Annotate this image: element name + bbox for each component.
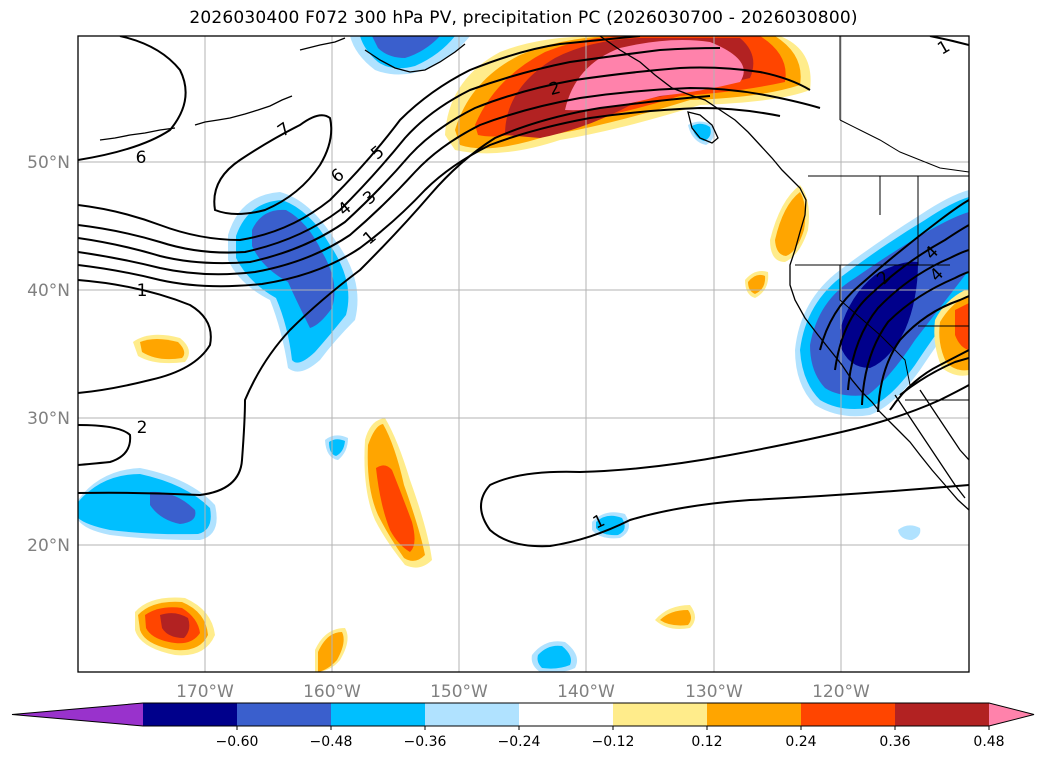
colorbar-box: [613, 703, 708, 726]
colorbar-box: [143, 703, 238, 726]
contour-label-2-north: 2: [547, 78, 563, 100]
contour-label-2-west: 2: [137, 418, 148, 438]
colorbar-tick-label: −0.12: [592, 734, 635, 750]
lat-label-20: 20°N: [27, 536, 70, 556]
lat-label-30: 30°N: [27, 409, 70, 429]
colorbar-box: [519, 703, 614, 726]
colorbar-box: [895, 703, 990, 726]
colorbar-extend-high: [989, 703, 1034, 726]
colorbar-tick-label: −0.48: [310, 734, 353, 750]
contour-label-1-west: 1: [137, 281, 148, 301]
colorbar-tick-label: 0.24: [785, 734, 816, 750]
colorbar-tick-label: −0.60: [216, 734, 259, 750]
colorbar-box: [707, 703, 802, 726]
lon-label-120w: 120°W: [812, 682, 870, 702]
colorbar: −0.60 −0.48 −0.36 −0.24 −0.12 0.12 0.24 0.36 0.4…: [11, 702, 1035, 750]
lon-label-160w: 160°W: [303, 682, 361, 702]
lat-label-40: 40°N: [27, 281, 70, 301]
pv-contours: [78, 36, 969, 548]
lon-label-140w: 140°W: [557, 682, 615, 702]
colorbar-tick-label: −0.24: [498, 734, 541, 750]
colorbar-box: [425, 703, 520, 726]
colorbar-tick-label: 0.12: [691, 734, 722, 750]
lon-label-170w: 170°W: [176, 682, 234, 702]
lon-label-130w: 130°W: [685, 682, 743, 702]
colorbar-box: [331, 703, 426, 726]
lon-label-150w: 150°W: [430, 682, 488, 702]
lat-labels: 50°N 40°N 30°N 20°N: [27, 153, 70, 556]
contour-label-6-west: 6: [136, 148, 147, 168]
map-frame: [77, 35, 970, 673]
colorbar-outline: [11, 702, 1035, 727]
gridlines: [78, 36, 969, 672]
lat-label-50: 50°N: [27, 153, 70, 173]
map-title: 2026030400 F072 300 hPa PV, precipitatio…: [189, 8, 858, 28]
colorbar-tick-label: 0.48: [973, 734, 1004, 750]
colorbar-tick-label: 0.36: [879, 734, 910, 750]
colorbar-extend-low: [12, 703, 143, 726]
colorbar-box: [801, 703, 896, 726]
colorbar-tick-label: −0.36: [404, 734, 447, 750]
colorbar-box: [237, 703, 332, 726]
lon-labels: 170°W 160°W 150°W 140°W 130°W 120°W: [176, 682, 870, 702]
